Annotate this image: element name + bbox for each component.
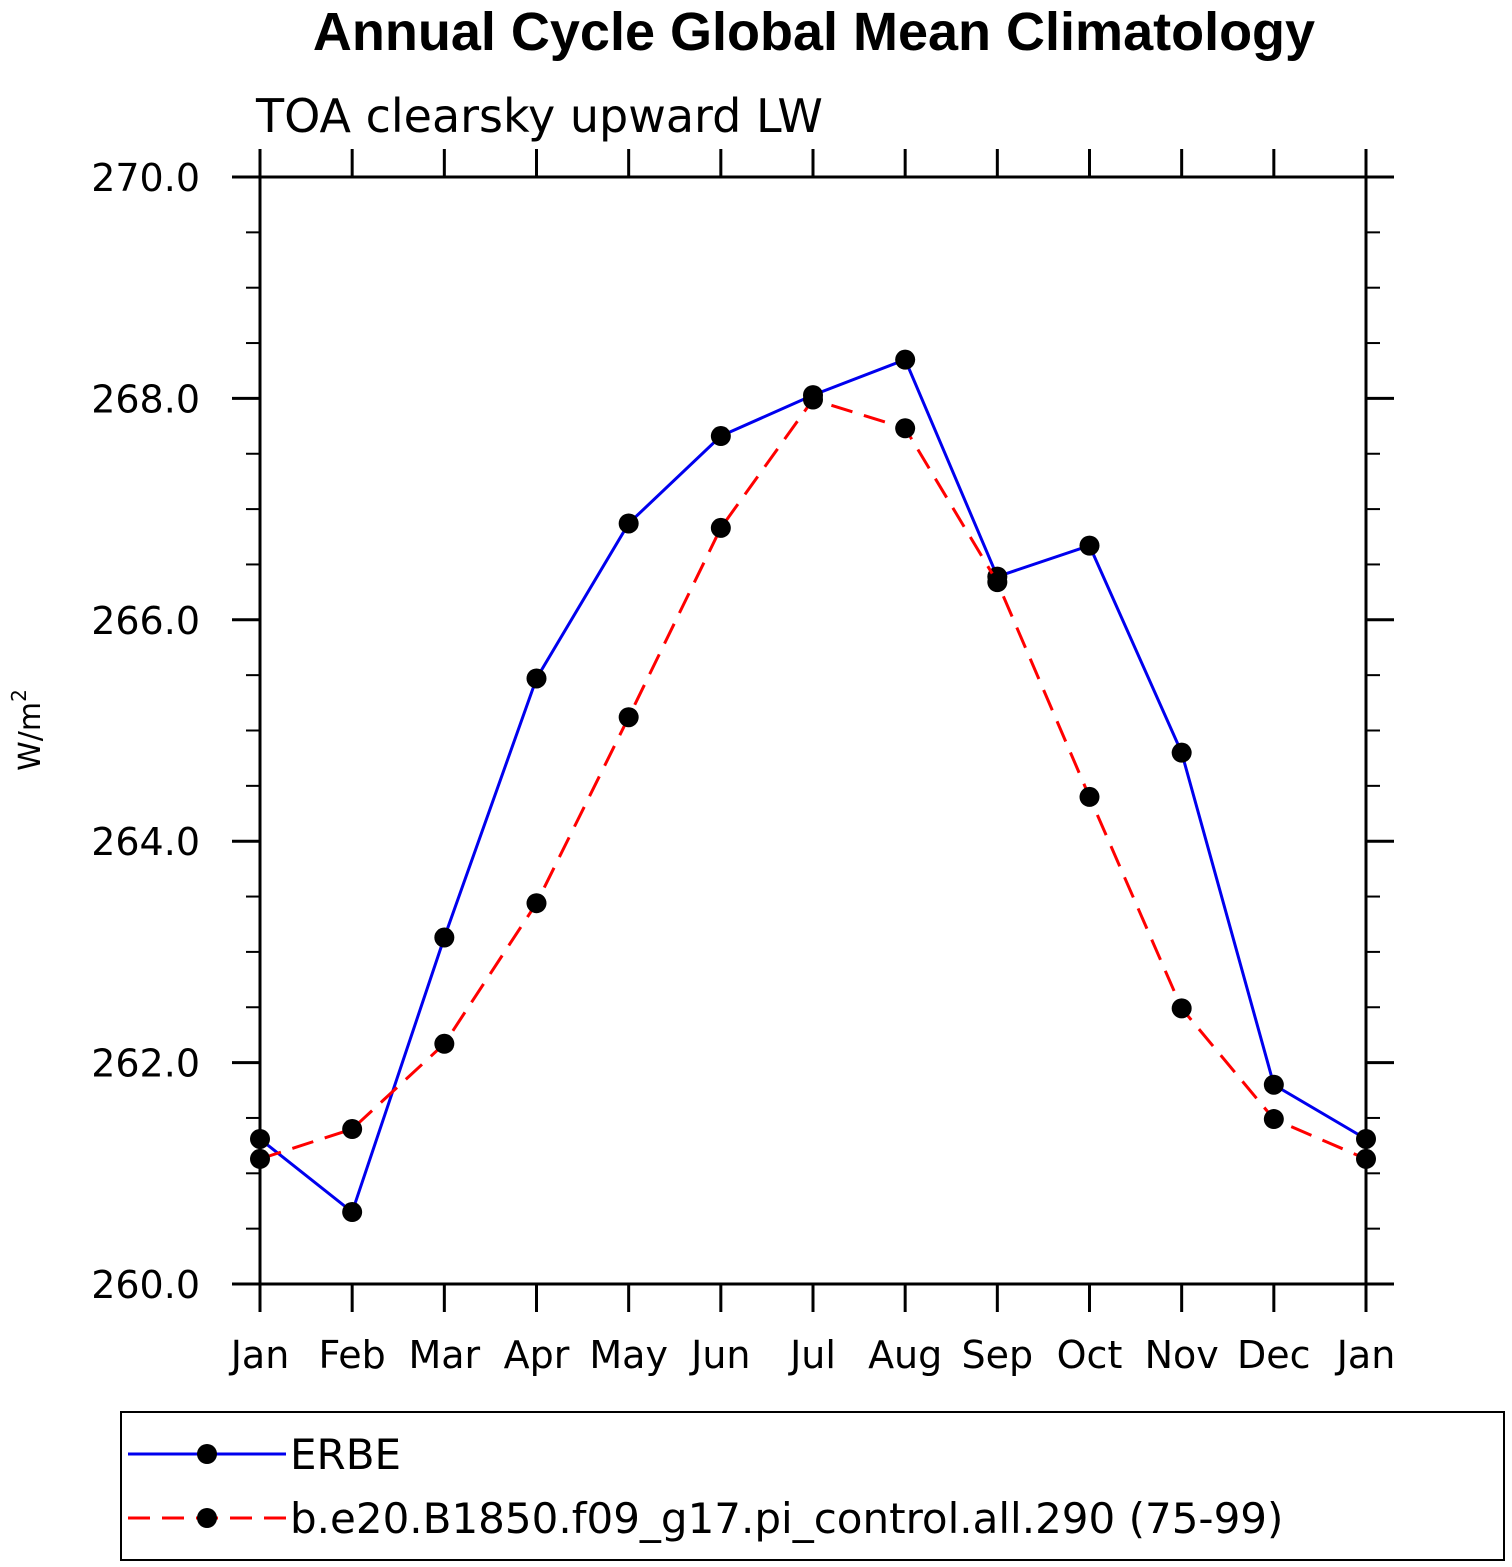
data-point	[1356, 1148, 1376, 1169]
x-tick-label: Feb	[319, 1333, 386, 1377]
data-point	[342, 1119, 363, 1140]
x-tick-label: Jan	[1335, 1333, 1396, 1377]
x-tick-label: Nov	[1145, 1333, 1219, 1377]
y-tick-label: 268.0	[91, 377, 200, 421]
data-point	[618, 707, 639, 728]
x-tick-label: Mar	[408, 1333, 480, 1377]
y-tick-label: 262.0	[91, 1042, 200, 1086]
x-tick-label: Jun	[689, 1333, 750, 1377]
svg-text:W/m2: W/m2	[7, 689, 48, 771]
series-layer	[250, 349, 1376, 1223]
y-tick-label: 266.0	[91, 599, 200, 643]
series-line	[259, 357, 1367, 1215]
y-tick-labels: 260.0 262.0 264.0 266.0 268.0 270.0	[91, 156, 200, 1307]
data-point	[1079, 786, 1100, 807]
y-axis-label-superscript: 2	[7, 689, 31, 702]
x-tick-labels: Jan Feb Mar Apr May Jun Jul Aug Sep Oct Nov Dec Jan	[229, 1333, 1396, 1377]
data-point	[250, 1148, 270, 1169]
series-0	[250, 349, 1376, 1223]
x-tick-label: Oct	[1057, 1333, 1123, 1377]
legend: ERBE b.e20.B1850.f09_g17.pi_control.all.2…	[128, 1430, 1283, 1543]
x-tick-label: May	[589, 1333, 668, 1377]
data-point	[434, 1033, 455, 1054]
data-point	[987, 572, 1008, 593]
data-point	[1356, 1128, 1376, 1149]
x-tick-label: Jan	[229, 1333, 290, 1377]
data-point	[342, 1202, 363, 1223]
data-point	[1263, 1074, 1284, 1095]
data-point	[710, 517, 731, 538]
data-point	[250, 1128, 270, 1149]
data-point	[1171, 742, 1192, 763]
legend-marker	[197, 1444, 217, 1464]
legend-label: ERBE	[290, 1430, 401, 1479]
data-point	[1263, 1109, 1284, 1130]
series-1	[250, 389, 1376, 1169]
data-point	[895, 349, 916, 370]
data-point	[526, 668, 547, 689]
x-tick-label: Sep	[962, 1333, 1034, 1377]
legend-label: b.e20.B1850.f09_g17.pi_control.all.290 (…	[290, 1494, 1283, 1543]
x-tick-label: Jul	[788, 1333, 836, 1377]
data-point	[803, 389, 823, 410]
series-line	[259, 397, 1367, 1161]
y-tick-label: 260.0	[91, 1263, 200, 1307]
legend-box	[120, 1411, 1505, 1561]
y-tick-label: 264.0	[91, 820, 200, 864]
data-point	[710, 426, 731, 447]
data-point	[1171, 998, 1192, 1019]
y-tick-label: 270.0	[91, 156, 200, 200]
x-tick-label: Dec	[1237, 1333, 1311, 1377]
y-axis-label: W/m2	[7, 689, 48, 771]
data-point	[434, 927, 455, 948]
x-tick-label: Apr	[504, 1333, 570, 1377]
y-axis-label-text: W/m	[13, 702, 48, 771]
chart-title: Annual Cycle Global Mean Climatology	[313, 2, 1315, 62]
plot-frame	[258, 175, 1368, 1286]
data-point	[618, 513, 639, 534]
axis-ticks	[232, 149, 1394, 1312]
legend-marker	[197, 1508, 217, 1528]
chart-subtitle: TOA clearsky upward LW	[255, 89, 823, 143]
data-point	[1079, 535, 1100, 556]
data-point	[526, 893, 547, 914]
data-point	[895, 418, 916, 439]
x-tick-label: Aug	[868, 1333, 942, 1377]
